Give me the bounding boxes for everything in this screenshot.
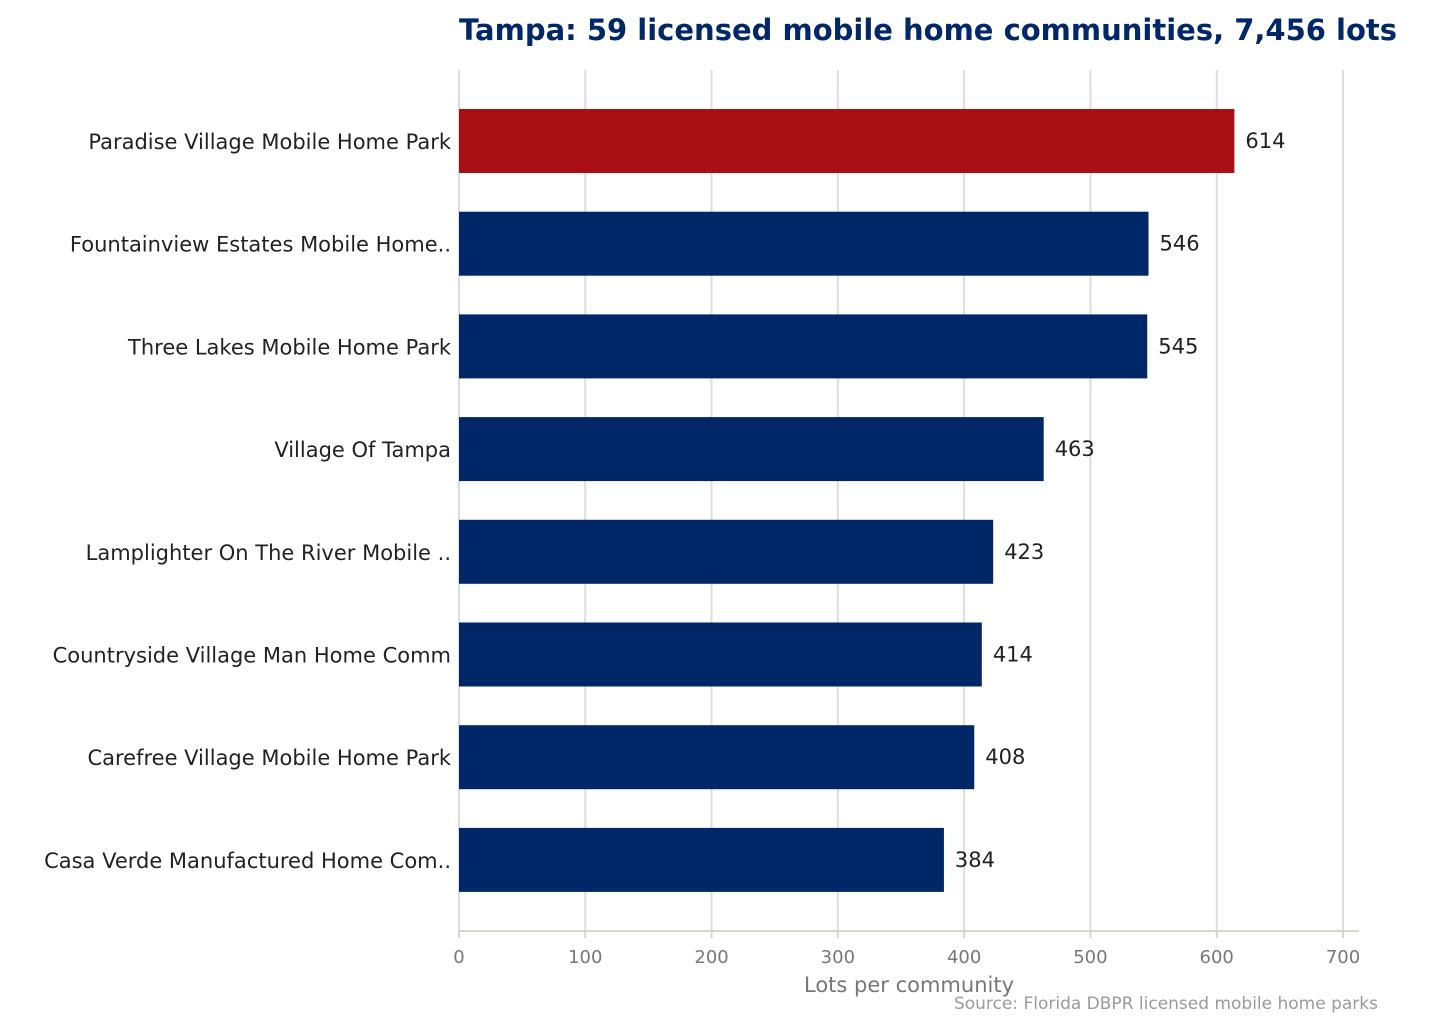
x-tick-label: 0 <box>453 947 464 968</box>
value-label: 408 <box>985 745 1025 769</box>
category-label: Three Lakes Mobile Home Park <box>127 335 452 359</box>
grid-layer <box>458 70 1344 931</box>
category-label: Casa Verde Manufactured Home Com.. <box>44 849 451 873</box>
category-label: Village Of Tampa <box>274 438 451 462</box>
x-tick-label: 300 <box>821 947 855 968</box>
category-label: Paradise Village Mobile Home Park <box>88 130 451 154</box>
category-label: Fountainview Estates Mobile Home.. <box>70 233 451 257</box>
x-tick-label: 400 <box>947 947 981 968</box>
label-layer: Paradise Village Mobile Home Park 614 Foun… <box>44 129 1285 873</box>
value-label: 463 <box>1055 437 1095 461</box>
bar <box>459 109 1235 173</box>
value-label: 546 <box>1160 232 1200 256</box>
bar <box>459 314 1148 379</box>
x-tick-label: 200 <box>694 947 728 968</box>
value-label: 423 <box>1004 540 1044 564</box>
x-tick-label: 100 <box>568 947 602 968</box>
category-label: Lamplighter On The River Mobile .. <box>86 541 451 565</box>
bar-layer <box>459 109 1235 892</box>
value-label: 614 <box>1245 129 1285 153</box>
x-tick-label: 500 <box>1073 947 1107 968</box>
source-note: Source: Florida DBPR licensed mobile hom… <box>954 994 1378 1014</box>
bar <box>459 622 982 687</box>
bar <box>459 519 994 584</box>
x-tick-label: 700 <box>1326 947 1360 968</box>
tick-layer: 0 100 200 300 400 500 600 700 <box>453 931 1360 968</box>
category-label: Carefree Village Mobile Home Park <box>87 746 451 770</box>
x-axis-title: Lots per community <box>804 973 1014 997</box>
chart-title: Tampa: 59 licensed mobile home communiti… <box>459 13 1397 47</box>
value-label: 545 <box>1158 334 1198 358</box>
value-label: 414 <box>993 643 1033 667</box>
x-tick-label: 600 <box>1200 947 1234 968</box>
bar <box>459 725 975 790</box>
bar <box>459 211 1149 276</box>
value-label: 384 <box>955 848 995 872</box>
bar <box>459 827 944 892</box>
category-label: Countryside Village Man Home Comm <box>53 644 451 668</box>
bar <box>459 417 1044 482</box>
